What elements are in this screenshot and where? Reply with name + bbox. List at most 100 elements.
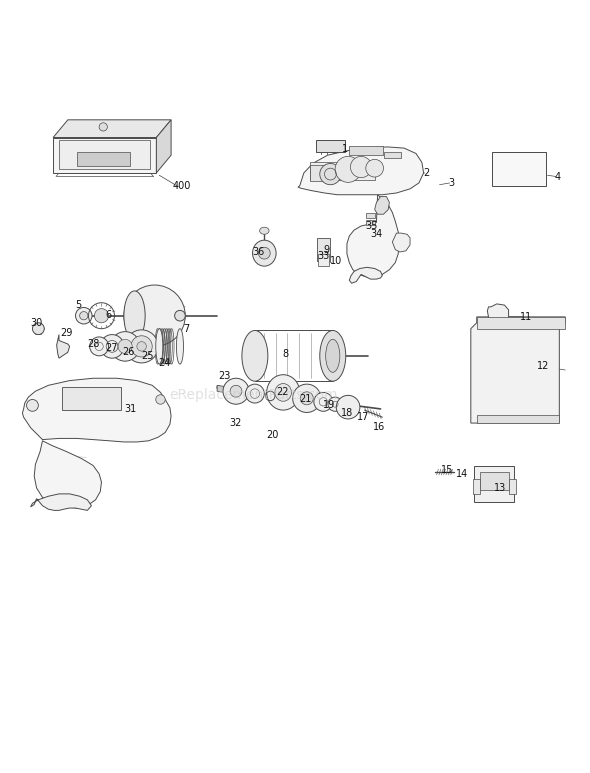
- Bar: [316, 140, 345, 152]
- Ellipse shape: [326, 339, 340, 373]
- Text: 30: 30: [31, 318, 43, 328]
- Text: 36: 36: [253, 247, 265, 257]
- Polygon shape: [22, 378, 171, 442]
- Polygon shape: [347, 195, 399, 277]
- Bar: [318, 254, 329, 266]
- Text: 4: 4: [555, 172, 560, 182]
- Text: 19: 19: [323, 400, 336, 410]
- Text: 31: 31: [124, 404, 136, 414]
- Text: 10: 10: [330, 257, 343, 267]
- Ellipse shape: [275, 383, 291, 401]
- Polygon shape: [53, 138, 156, 173]
- Text: 26: 26: [123, 347, 135, 357]
- Polygon shape: [156, 120, 171, 173]
- Text: 18: 18: [341, 408, 353, 418]
- Bar: [62, 387, 121, 410]
- Circle shape: [27, 400, 38, 411]
- Bar: [349, 146, 383, 155]
- Polygon shape: [477, 317, 565, 329]
- Polygon shape: [392, 233, 410, 252]
- Circle shape: [314, 393, 333, 411]
- Circle shape: [230, 385, 242, 397]
- Text: 20: 20: [267, 430, 279, 440]
- Bar: [509, 479, 516, 494]
- Text: 23: 23: [218, 371, 231, 381]
- Text: 13: 13: [494, 483, 507, 493]
- Text: 400: 400: [172, 181, 191, 191]
- Circle shape: [293, 384, 321, 413]
- Circle shape: [125, 330, 158, 363]
- Circle shape: [99, 123, 107, 131]
- Circle shape: [300, 392, 313, 405]
- Circle shape: [100, 335, 124, 358]
- Text: 34: 34: [371, 230, 383, 240]
- Text: 16: 16: [373, 421, 385, 431]
- Text: 9: 9: [323, 244, 329, 254]
- Polygon shape: [298, 147, 424, 195]
- Ellipse shape: [335, 156, 361, 182]
- Text: 24: 24: [158, 358, 171, 368]
- Ellipse shape: [366, 159, 384, 177]
- Polygon shape: [34, 441, 101, 508]
- Text: 29: 29: [60, 329, 73, 339]
- Text: 17: 17: [357, 412, 369, 422]
- Circle shape: [245, 384, 264, 403]
- Ellipse shape: [350, 156, 372, 178]
- Circle shape: [131, 335, 152, 357]
- Ellipse shape: [320, 163, 341, 185]
- Bar: [317, 238, 330, 261]
- Bar: [477, 414, 559, 424]
- Circle shape: [32, 323, 44, 335]
- Bar: [474, 465, 514, 502]
- Ellipse shape: [253, 240, 276, 266]
- Circle shape: [137, 342, 146, 351]
- Bar: [310, 162, 375, 180]
- Circle shape: [175, 311, 185, 321]
- Polygon shape: [57, 335, 70, 358]
- Text: 8: 8: [282, 349, 288, 359]
- Ellipse shape: [124, 291, 145, 340]
- Polygon shape: [349, 267, 382, 283]
- Circle shape: [328, 397, 342, 411]
- Circle shape: [118, 339, 132, 353]
- Bar: [366, 220, 375, 226]
- Circle shape: [94, 308, 109, 323]
- Text: 5: 5: [76, 300, 82, 310]
- Polygon shape: [31, 494, 91, 510]
- Circle shape: [110, 332, 140, 361]
- Text: 14: 14: [456, 468, 468, 478]
- Text: 35: 35: [366, 221, 378, 231]
- Ellipse shape: [260, 227, 269, 234]
- Polygon shape: [487, 304, 509, 328]
- Bar: [366, 213, 375, 218]
- Text: 11: 11: [520, 312, 533, 322]
- Bar: [480, 472, 509, 490]
- Text: 6: 6: [105, 309, 111, 319]
- Ellipse shape: [336, 395, 360, 419]
- Text: 21: 21: [300, 394, 312, 404]
- Ellipse shape: [267, 375, 300, 410]
- Text: 3: 3: [448, 178, 454, 188]
- Polygon shape: [217, 385, 239, 394]
- Text: 12: 12: [537, 361, 549, 371]
- Ellipse shape: [320, 330, 346, 381]
- Ellipse shape: [258, 247, 270, 259]
- Bar: [310, 165, 333, 181]
- Text: 22: 22: [276, 387, 289, 397]
- Ellipse shape: [242, 330, 268, 381]
- Text: 2: 2: [424, 168, 430, 178]
- Bar: [473, 479, 480, 494]
- Circle shape: [80, 312, 88, 320]
- Polygon shape: [53, 120, 171, 138]
- Ellipse shape: [124, 285, 185, 346]
- Bar: [384, 152, 401, 158]
- Text: eReplacementParts.com: eReplacementParts.com: [169, 388, 338, 403]
- Text: 15: 15: [441, 465, 454, 475]
- Bar: [492, 152, 546, 186]
- Text: 28: 28: [87, 339, 100, 349]
- Circle shape: [90, 337, 109, 356]
- Text: 25: 25: [142, 351, 154, 361]
- Circle shape: [156, 395, 165, 404]
- Polygon shape: [59, 140, 150, 169]
- Text: 27: 27: [105, 343, 117, 353]
